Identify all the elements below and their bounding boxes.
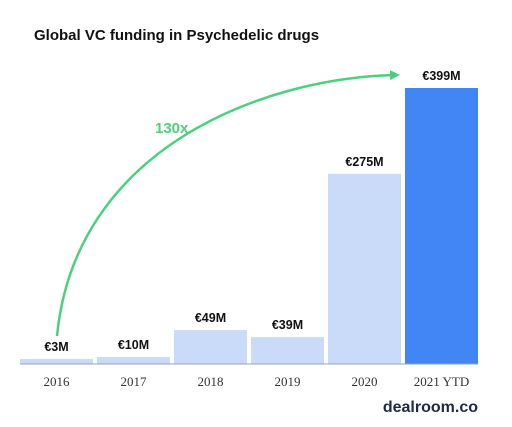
x-tick-label: 2019 [275, 374, 301, 389]
bar-2020 [328, 173, 401, 364]
value-labels-group: €3M €10M €49M €39M €275M €399M [44, 69, 460, 354]
chart-title: Global VC funding in Psychedelic drugs [34, 27, 319, 44]
x-tick-label: 2020 [352, 374, 378, 389]
x-axis-labels: 2016 2017 2018 2019 2020 2021 YTD [44, 374, 470, 389]
bar-2017 [97, 357, 170, 364]
dealroom-logo: dealroom.co [383, 399, 478, 416]
bar-2019 [251, 337, 324, 364]
value-label: €3M [44, 340, 68, 354]
value-label: €39M [272, 318, 303, 332]
bars-group [20, 88, 478, 364]
value-label: €399M [422, 69, 460, 83]
x-tick-label: 2016 [44, 374, 71, 389]
x-tick-label: 2021 YTD [414, 374, 470, 389]
x-tick-label: 2018 [198, 374, 224, 389]
value-label: €10M [118, 338, 149, 352]
x-tick-label: 2017 [121, 374, 148, 389]
bar-2016 [20, 359, 93, 364]
bar-2021-ytd [405, 88, 478, 364]
growth-arrow [55, 70, 400, 337]
value-label: €275M [345, 155, 383, 169]
bar-2018 [174, 330, 247, 364]
value-label: €49M [195, 311, 226, 325]
growth-annotation: 130x [155, 120, 189, 137]
